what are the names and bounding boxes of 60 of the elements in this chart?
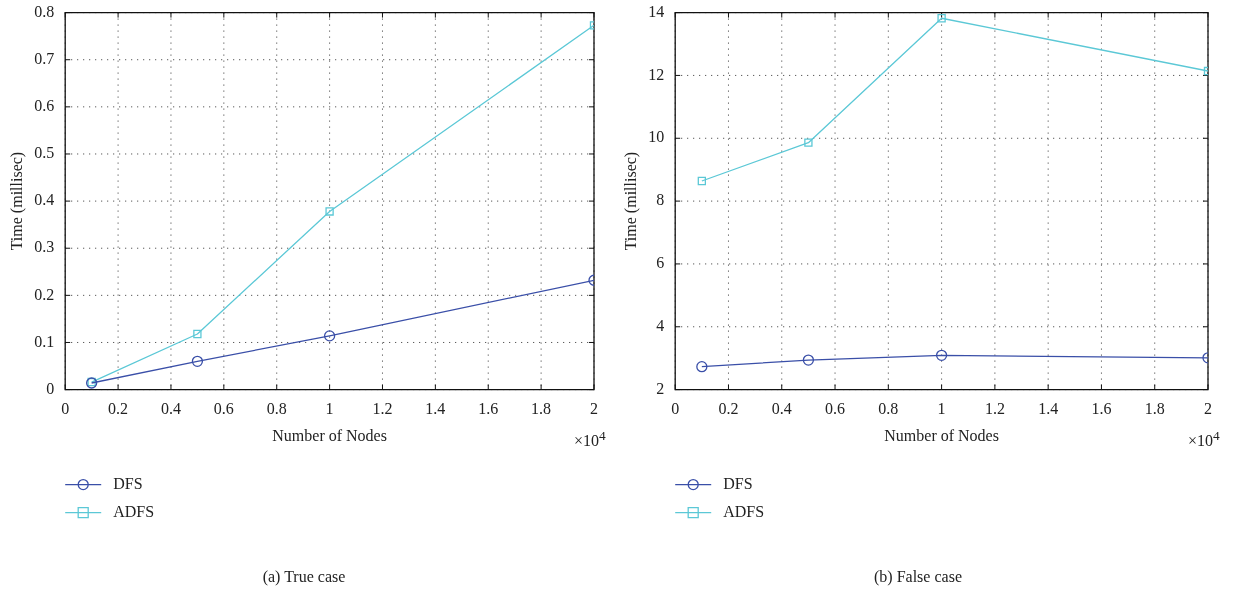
x-tick-label: 1.4 (425, 400, 446, 418)
x-tick-label: 0.8 (266, 400, 287, 418)
x-tick-label: 2 (590, 400, 598, 418)
x-tick-label: 0.4 (771, 400, 792, 418)
x-axis-title: Number of Nodes (272, 426, 387, 444)
point (191, 355, 204, 367)
x-tick-label: 1 (937, 400, 946, 418)
point (804, 138, 813, 147)
point (802, 354, 815, 366)
text: ×10$^{4}$ (1188, 427, 1220, 450)
y-tick-label: 0.3 (34, 238, 55, 256)
x-tick-label: 1 (325, 400, 334, 418)
y-tick-label: 0.1 (34, 332, 55, 350)
x-tick-label: 1.2 (984, 400, 1005, 418)
y-tick-label: 10 (648, 128, 665, 146)
y-tick-label: 6 (656, 254, 665, 272)
point (697, 176, 707, 186)
y-tick-label: 0.8 (34, 2, 55, 20)
legend-label: ADFS (113, 502, 155, 520)
x-tick-label: 1.6 (478, 400, 499, 418)
y-tick-label: 4 (656, 316, 665, 334)
y-tick-label: 14 (648, 2, 665, 20)
text: (a) True case (261, 568, 347, 586)
y-tick-label: 0.2 (34, 285, 55, 303)
y-tick-label: 0.4 (34, 191, 55, 209)
point (323, 330, 336, 342)
x-tick-label: 1.4 (1038, 400, 1059, 418)
x-tick-label: 1.6 (1091, 400, 1112, 418)
point (325, 207, 334, 216)
x-tick-label: 0.2 (718, 400, 739, 418)
x-tick-label: 0.6 (825, 400, 846, 418)
x-tick-label: 2 (1204, 400, 1212, 418)
x-tick-label: 0.6 (213, 400, 234, 418)
legend-label: DFS (113, 474, 143, 492)
y-axis-title: Time (millisec) (621, 151, 640, 251)
x-axis-title: Number of Nodes (884, 426, 999, 444)
text: (b) False case (873, 568, 963, 586)
x-tick-label: 0.2 (108, 400, 129, 418)
y-tick-label: 0.5 (34, 144, 55, 162)
text: ×10$^{4}$ (574, 427, 606, 450)
legend-label: ADFS (723, 502, 765, 520)
x-tick-label: 1.8 (531, 400, 552, 418)
point (193, 329, 202, 339)
x-tick-label: 1.2 (372, 400, 393, 418)
y-tick-label: 12 (648, 65, 665, 83)
y-axis-title: Time (millisec) (7, 151, 26, 251)
x-tick-label: 0 (61, 400, 70, 418)
y-tick-label: 8 (656, 191, 665, 209)
x-tick-label: 0.8 (878, 400, 899, 418)
x-tick-label: 1.8 (1144, 400, 1165, 418)
point (937, 14, 946, 23)
y-tick-label: 0.6 (34, 97, 55, 115)
x-tick-label: 0 (671, 400, 680, 418)
y-tick-label: 2 (656, 379, 665, 397)
point (935, 349, 948, 362)
legend-label: DFS (723, 474, 753, 492)
point (696, 361, 708, 373)
y-tick-label: 0.7 (34, 49, 55, 67)
x-tick-label: 0.4 (160, 400, 181, 418)
y-tick-label: 0 (46, 379, 55, 397)
